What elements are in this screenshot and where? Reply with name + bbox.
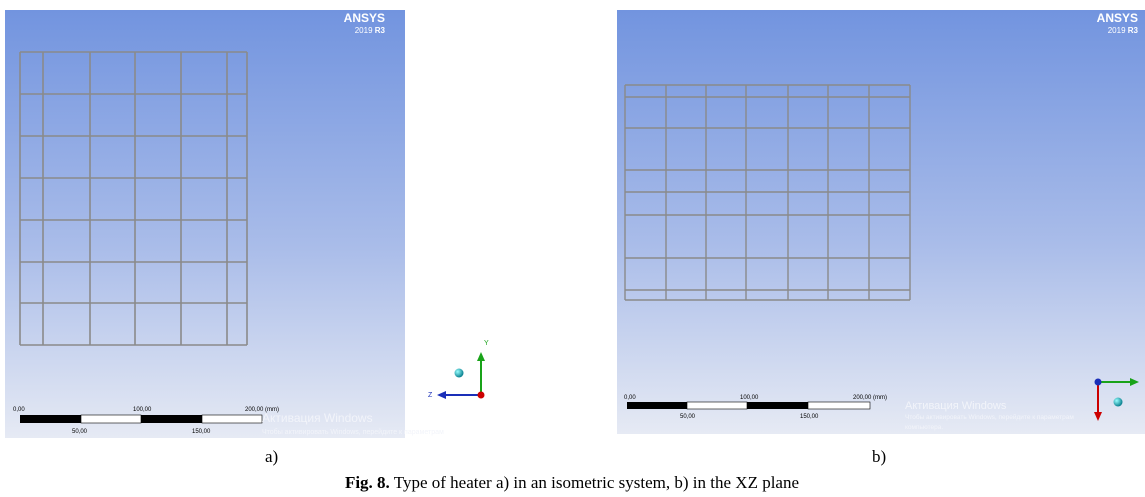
axis-label: Z: [428, 392, 433, 399]
axis-label: Y: [484, 340, 489, 347]
viewport: [617, 10, 1145, 434]
panel-label: b): [872, 447, 886, 466]
watermark-text: Чтобы активировать Windows, перейдите к …: [905, 413, 1074, 421]
axis-triad: Y Z: [428, 340, 489, 399]
panel-b: ANSYS 2019 R3 0,00 100,00 200,00 (mm) 50…: [617, 10, 1145, 466]
scale-label: 50,00: [680, 414, 696, 420]
watermark-text: компьютера.: [905, 424, 943, 431]
logo-version: 2019 R3: [355, 26, 386, 35]
logo-version: 2019 R3: [1108, 26, 1139, 35]
scale-label: 50,00: [72, 429, 88, 435]
logo-brand: ANSYS: [344, 11, 385, 25]
watermark-title: Активация Windows: [905, 400, 1007, 412]
scale-label: 0,00: [624, 395, 636, 401]
logo-year: 2019: [1108, 26, 1126, 35]
logo-release: R3: [1128, 26, 1139, 35]
panel-a: ANSYS 2019 R3 0,00 100,00 200,00 (mm) 50…: [5, 10, 489, 466]
logo-brand: ANSYS: [1097, 11, 1138, 25]
logo-release: R3: [375, 26, 386, 35]
scale-label: 0,00: [13, 407, 25, 413]
watermark-text: Чтобы активировать Windows, перейдите к …: [262, 428, 444, 436]
scale-label: 200,00 (mm): [853, 395, 887, 401]
scale-label: 100,00: [740, 395, 759, 401]
caption-number: Fig. 8.: [345, 473, 390, 492]
figure-caption: Fig. 8. Type of heater a) in an isometri…: [345, 473, 799, 492]
scale-label: 150,00: [800, 414, 819, 420]
caption-text: Type of heater a) in an isometric system…: [394, 473, 799, 492]
figure: ANSYS 2019 R3 0,00 100,00 200,00 (mm) 50…: [0, 0, 1145, 497]
viewport: [5, 10, 405, 438]
scale-label: 150,00: [192, 429, 211, 435]
logo-year: 2019: [355, 26, 373, 35]
scale-label: 100,00: [133, 407, 152, 413]
panel-label: a): [265, 447, 278, 466]
watermark-title: Активация Windows: [262, 411, 373, 425]
